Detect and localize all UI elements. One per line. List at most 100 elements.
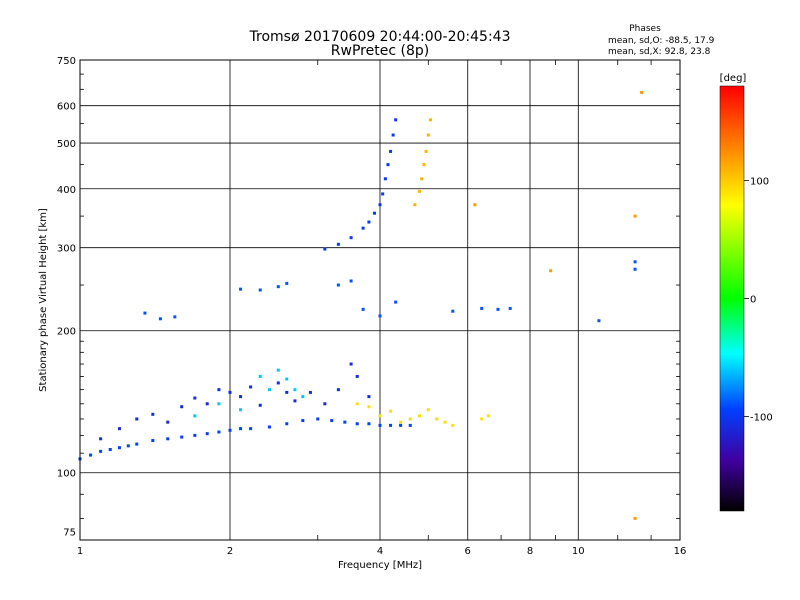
data-point — [336, 388, 340, 392]
data-point — [633, 516, 637, 520]
data-point — [349, 279, 353, 283]
data-point — [205, 402, 209, 406]
data-point — [367, 395, 371, 399]
grid-lines — [80, 60, 680, 540]
data-point — [378, 203, 382, 207]
data-point — [424, 149, 428, 153]
data-point — [435, 417, 439, 421]
data-point — [597, 319, 601, 323]
data-point — [99, 449, 103, 453]
data-point — [143, 311, 147, 315]
x-axis-ticks: 1 2 4 6 8 10 16 — [77, 60, 687, 557]
x-tick-label: 4 — [377, 546, 383, 557]
legend-line-x: mean, sd,X: 92.8, 23.8 — [608, 47, 711, 57]
data-point — [276, 368, 280, 372]
data-point — [443, 420, 447, 424]
data-point — [373, 211, 377, 215]
data-point — [323, 247, 327, 251]
data-point — [330, 419, 334, 423]
data-point — [239, 287, 243, 291]
data-point — [217, 402, 221, 406]
colorbar-label: [deg] — [720, 73, 747, 84]
data-point — [480, 417, 484, 421]
legend-line-o: mean, sd,O: -88.5, 17.9 — [608, 36, 715, 46]
data-point — [249, 427, 253, 431]
data-point — [173, 315, 177, 319]
data-point — [496, 307, 500, 311]
data-point — [394, 118, 398, 122]
data-point — [399, 423, 403, 427]
data-point — [378, 414, 382, 418]
data-point — [480, 306, 484, 310]
data-point — [285, 377, 289, 381]
data-point — [267, 388, 271, 392]
x-tick-label: 1 — [77, 546, 83, 557]
data-point — [367, 220, 371, 224]
x-tick-label: 2 — [227, 546, 233, 557]
data-point — [117, 446, 121, 450]
data-point — [239, 395, 243, 399]
x-tick-label: 16 — [674, 546, 687, 557]
data-point — [355, 422, 359, 426]
data-point — [417, 189, 421, 193]
data-point — [408, 417, 412, 421]
colorbar-tick-label: 100 — [750, 176, 769, 187]
chart-subtitle: RwPretec (8p) — [331, 43, 429, 59]
data-point — [640, 90, 644, 94]
chart-title: Tromsø 20170609 20:44:00-20:45:43 — [249, 29, 511, 45]
data-point — [323, 402, 327, 406]
data-point — [126, 444, 130, 448]
data-point — [389, 409, 393, 413]
data-point — [217, 388, 221, 392]
data-point — [158, 317, 162, 321]
data-point — [422, 163, 426, 167]
data-point — [389, 423, 393, 427]
data-point — [180, 405, 184, 409]
data-point — [151, 439, 155, 443]
data-point — [473, 203, 477, 207]
data-point — [285, 422, 289, 426]
data-point — [336, 283, 340, 287]
data-point — [336, 242, 340, 246]
data-point — [217, 430, 221, 434]
data-point — [633, 214, 637, 218]
data-point — [633, 260, 637, 264]
data-point — [316, 417, 320, 421]
data-point — [355, 374, 359, 378]
data-point — [135, 442, 139, 446]
data-point — [117, 427, 121, 431]
data-point — [108, 447, 112, 451]
data-point — [249, 385, 253, 389]
data-point — [308, 390, 312, 394]
colorbar — [719, 85, 745, 512]
data-point — [285, 390, 289, 394]
data-point — [276, 285, 280, 289]
data-point — [389, 149, 393, 153]
y-tick-label: 750 — [57, 56, 76, 67]
data-point — [89, 453, 93, 457]
data-point — [451, 423, 455, 427]
data-point — [193, 414, 197, 418]
data-point — [180, 435, 184, 439]
data-point — [367, 422, 371, 426]
colorbar-ticks: 100 0 -100 — [744, 176, 773, 424]
data-point — [301, 395, 305, 399]
data-point — [258, 374, 262, 378]
data-point — [193, 396, 197, 400]
data-point — [378, 314, 382, 318]
data-point — [239, 408, 243, 412]
data-points — [78, 90, 644, 520]
plot-frame — [79, 59, 681, 541]
data-point — [228, 390, 232, 394]
colorbar-tick-label: -100 — [750, 413, 773, 424]
data-point — [343, 420, 347, 424]
data-point — [166, 437, 170, 441]
data-point — [508, 306, 512, 310]
data-point — [420, 177, 424, 181]
data-point — [633, 267, 637, 271]
data-point — [378, 423, 382, 427]
data-point — [285, 281, 289, 285]
data-point — [381, 192, 385, 196]
x-tick-label: 8 — [527, 546, 533, 557]
